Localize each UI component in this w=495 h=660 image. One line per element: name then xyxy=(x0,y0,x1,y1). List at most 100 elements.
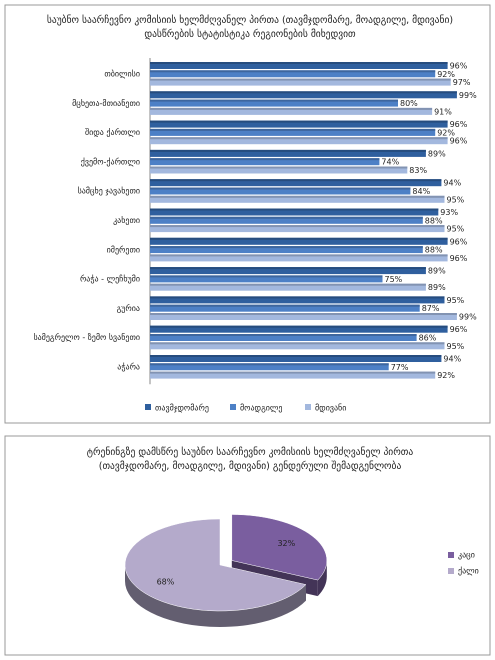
bar-shade xyxy=(150,91,457,94)
pie-slice xyxy=(124,518,307,612)
value-label: 84% xyxy=(412,187,430,196)
bar-shade xyxy=(150,275,383,278)
bar-shade xyxy=(150,304,420,307)
bar xyxy=(150,342,445,350)
bar xyxy=(150,267,426,275)
bar xyxy=(150,120,448,128)
bar xyxy=(150,371,436,379)
bar xyxy=(150,304,420,312)
value-label: 92% xyxy=(437,128,455,137)
y-tick-label: იმერეთი xyxy=(107,244,140,254)
bar-shade xyxy=(150,267,426,270)
bar xyxy=(150,363,389,371)
bar xyxy=(150,179,442,187)
value-label: 88% xyxy=(425,216,443,225)
value-label: 74% xyxy=(381,158,399,167)
bar xyxy=(150,62,448,69)
bar-shade xyxy=(150,363,389,366)
value-label: 95% xyxy=(447,296,465,305)
pie-side xyxy=(125,565,306,628)
bar-shade xyxy=(150,342,445,345)
bar-shade xyxy=(150,120,448,123)
bar-shade xyxy=(150,99,398,102)
chart-title: ტრენინგზე დამსწრე საუბნო საარჩევნო კომის… xyxy=(86,447,414,472)
bar xyxy=(150,237,448,245)
value-label: 94% xyxy=(443,179,461,188)
value-label: 95% xyxy=(447,195,465,204)
bar-shade xyxy=(150,355,442,357)
value-label: 96% xyxy=(450,254,468,263)
bar xyxy=(150,107,433,115)
y-tick-label: სამცხე ჯავახეთი xyxy=(78,186,140,196)
value-label: 95% xyxy=(447,225,465,234)
bar-shade xyxy=(150,62,448,64)
value-label: 80% xyxy=(400,99,418,108)
pie-slice xyxy=(231,514,328,581)
bar-shade xyxy=(150,313,457,315)
bar xyxy=(150,355,442,362)
bar-shade xyxy=(150,149,426,152)
value-label: 89% xyxy=(428,149,446,158)
bar-shade xyxy=(150,325,448,328)
value-label: 88% xyxy=(425,246,443,255)
bar-shade xyxy=(150,107,433,110)
bar xyxy=(150,225,445,233)
legend-swatch xyxy=(448,568,454,574)
bar-shade xyxy=(150,128,436,131)
bar xyxy=(150,187,411,195)
bar xyxy=(150,70,436,78)
value-label: 92% xyxy=(437,371,455,380)
bar xyxy=(150,137,448,145)
bar-shade xyxy=(150,179,442,182)
bar-shade xyxy=(150,283,426,286)
bar xyxy=(150,296,445,304)
bar-shade xyxy=(150,225,445,228)
value-label: 91% xyxy=(434,107,452,116)
value-label: 96% xyxy=(450,62,468,71)
legend-swatch xyxy=(230,404,236,410)
y-tick-label: თბილისი xyxy=(104,69,140,79)
value-label: 68% xyxy=(157,577,175,586)
bar xyxy=(150,283,426,291)
value-label: 89% xyxy=(428,267,446,276)
value-label: 99% xyxy=(459,313,477,322)
bar xyxy=(150,313,457,320)
value-label: 95% xyxy=(447,342,465,351)
value-label: 96% xyxy=(450,137,468,146)
bar-shade xyxy=(150,195,445,198)
value-label: 83% xyxy=(409,166,427,175)
bar xyxy=(150,254,448,262)
bar xyxy=(150,158,380,166)
value-label: 87% xyxy=(422,304,440,313)
bar xyxy=(150,216,423,224)
legend-swatch xyxy=(145,404,151,410)
value-label: 96% xyxy=(450,237,468,246)
legend-swatch xyxy=(448,552,454,558)
chart-title: საუბნო საარჩევნო კომისიის ხელმძღვანელ პი… xyxy=(46,15,454,40)
bar-shade xyxy=(150,254,448,257)
bar-shade xyxy=(150,70,436,73)
bar xyxy=(150,166,408,174)
y-tick-label: გურია xyxy=(117,303,140,313)
value-label: 96% xyxy=(450,120,468,129)
value-label: 92% xyxy=(437,70,455,79)
value-label: 86% xyxy=(419,334,437,343)
bar-shade xyxy=(150,187,411,190)
bar-shade xyxy=(150,137,448,140)
bar-shade xyxy=(150,208,439,211)
value-label: 32% xyxy=(277,539,295,548)
y-tick-label: რაჭა - ლეჩხუმი xyxy=(80,274,140,284)
bar-shade xyxy=(150,216,423,219)
y-tick-label: კახეთი xyxy=(113,215,140,225)
legend-swatch xyxy=(305,404,311,410)
legend-label: თავმჯდომარე xyxy=(155,403,209,413)
bar-shade xyxy=(150,371,436,374)
legend-label: კაცი xyxy=(458,551,475,560)
value-label: 93% xyxy=(440,208,458,217)
bar-shade xyxy=(150,158,380,161)
value-label: 94% xyxy=(443,355,461,364)
bar xyxy=(150,334,417,341)
legend-label: მოადგილე xyxy=(240,403,282,413)
